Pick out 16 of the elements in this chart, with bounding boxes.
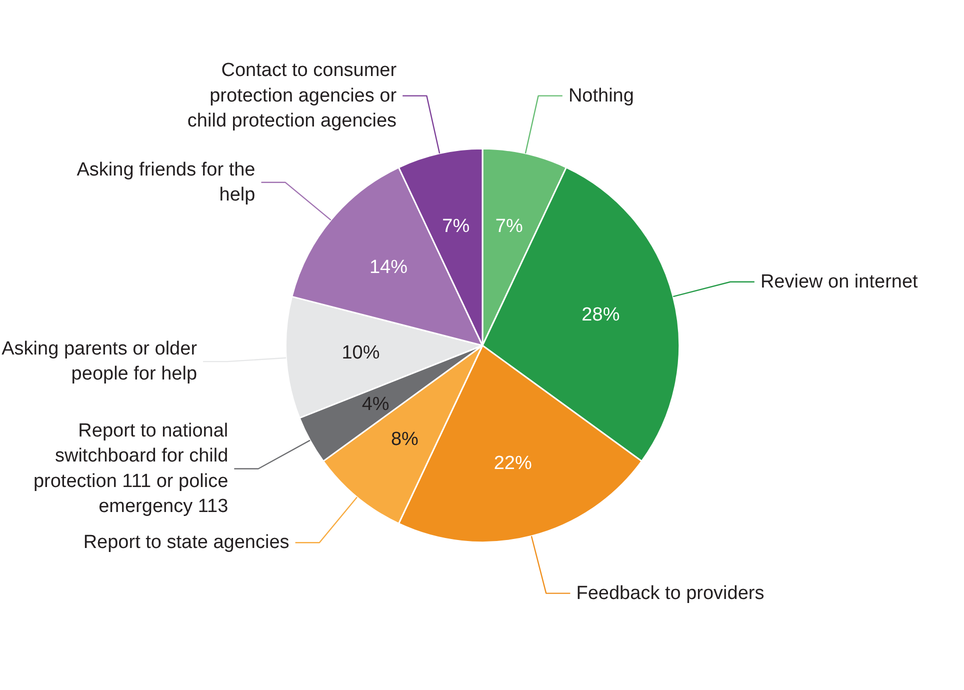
data-label: 7% xyxy=(495,216,523,237)
data-label: 8% xyxy=(390,429,419,450)
slice-label: Asking friends for the help xyxy=(76,159,256,206)
data-label: 28% xyxy=(582,304,620,326)
slice-label: Nothing xyxy=(568,85,634,106)
data-label: 10% xyxy=(342,342,380,364)
slice-label: Report to national switchboard for child protection 111 or police emergency 113 xyxy=(33,420,228,518)
data-label: 14% xyxy=(369,257,408,278)
data-label: 7% xyxy=(442,216,470,237)
slice-label: Review on internet xyxy=(760,271,919,292)
slice-label: Contact to consumer protection agencies or child protection agencies xyxy=(187,60,398,132)
slice-label: Asking parents or older people for help xyxy=(2,338,198,385)
data-label: 4% xyxy=(362,394,390,415)
slice-label: Feedback to providers xyxy=(576,582,764,604)
data-label: 22% xyxy=(494,453,532,474)
slice-label: Report to state agencies xyxy=(83,532,290,554)
